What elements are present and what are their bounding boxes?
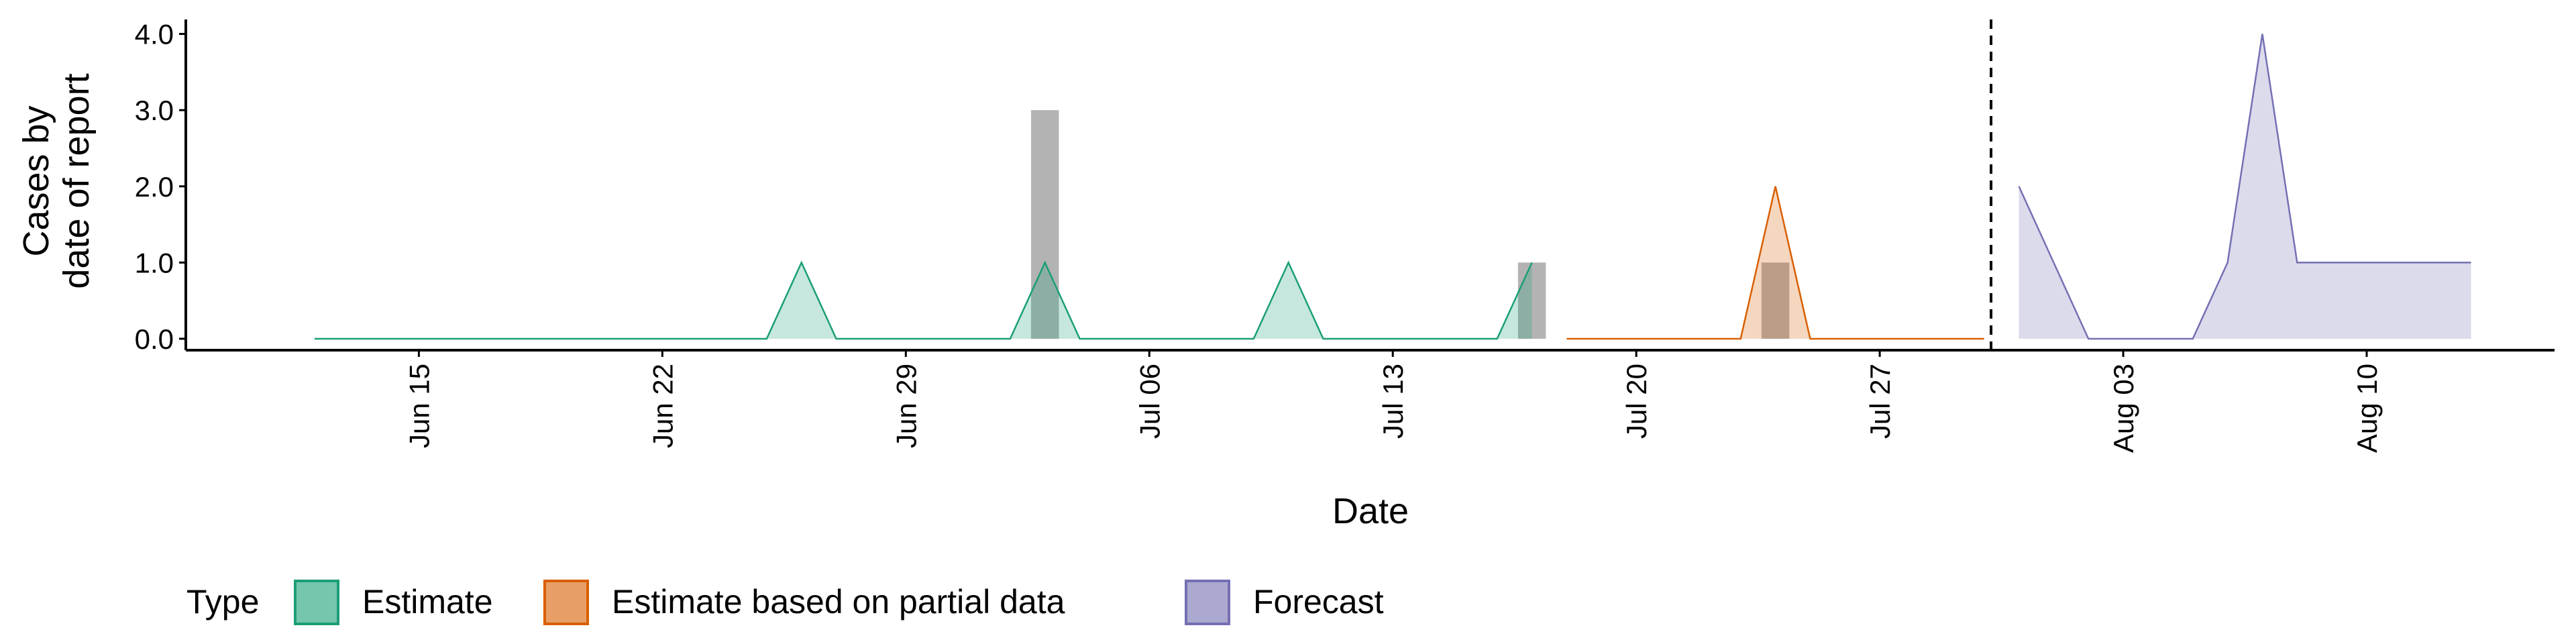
area xyxy=(2019,34,2471,339)
legend-label: Estimate based on partial data xyxy=(612,583,1065,621)
x-tick-label: Jun 15 xyxy=(403,364,435,448)
y-tick-label: 0.0 xyxy=(135,323,174,355)
x-tick-label: Aug 03 xyxy=(2108,364,2139,453)
legend-label: Estimate xyxy=(362,583,493,621)
line xyxy=(2018,34,2471,340)
y-axis-title: Cases by xyxy=(16,105,56,256)
line xyxy=(314,260,1533,340)
y-axis-title: date of report xyxy=(56,73,97,288)
line xyxy=(1566,186,1984,340)
bar xyxy=(1030,110,1059,339)
y-tick-label: 2.0 xyxy=(135,171,174,203)
y-tick-label: 3.0 xyxy=(135,95,174,126)
x-tick-label: Jul 27 xyxy=(1864,364,1896,439)
x-axis-title: Date xyxy=(1332,491,1409,531)
legend-key xyxy=(1185,580,1230,625)
legend-title: Type xyxy=(186,583,259,621)
legend-label: Forecast xyxy=(1253,583,1384,621)
y-tick-label: 1.0 xyxy=(135,247,174,278)
bar xyxy=(1517,262,1546,339)
area xyxy=(314,262,1532,339)
x-tick-label: Jun 22 xyxy=(647,364,678,448)
x-tick-label: Jul 13 xyxy=(1377,364,1409,439)
x-tick-label: Aug 10 xyxy=(2351,364,2383,453)
legend-key xyxy=(543,580,589,625)
x-tick-label: Jul 20 xyxy=(1621,364,1652,439)
area xyxy=(1566,186,1984,339)
bar xyxy=(1761,262,1790,339)
x-tick-label: Jul 06 xyxy=(1134,364,1165,439)
legend-key xyxy=(294,580,339,625)
x-tick-label: Jun 29 xyxy=(890,364,922,448)
y-tick-label: 4.0 xyxy=(135,19,174,50)
